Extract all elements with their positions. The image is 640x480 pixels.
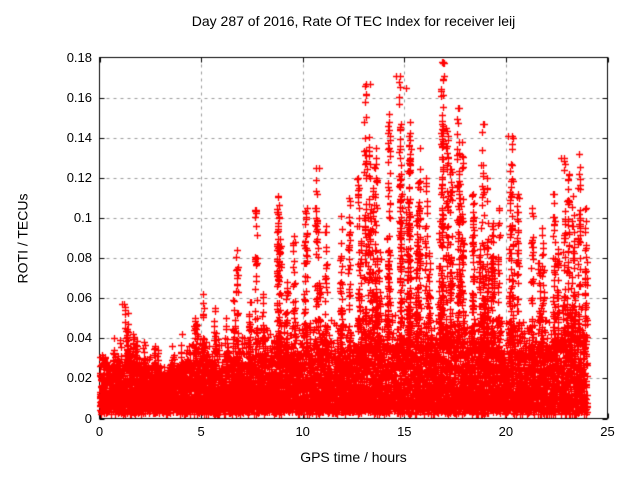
x-axis-label: GPS time / hours	[300, 449, 407, 465]
chart-title: Day 287 of 2016, Rate Of TEC Index for r…	[191, 13, 516, 29]
y-axis-label: ROTI / TECUs	[14, 193, 31, 284]
